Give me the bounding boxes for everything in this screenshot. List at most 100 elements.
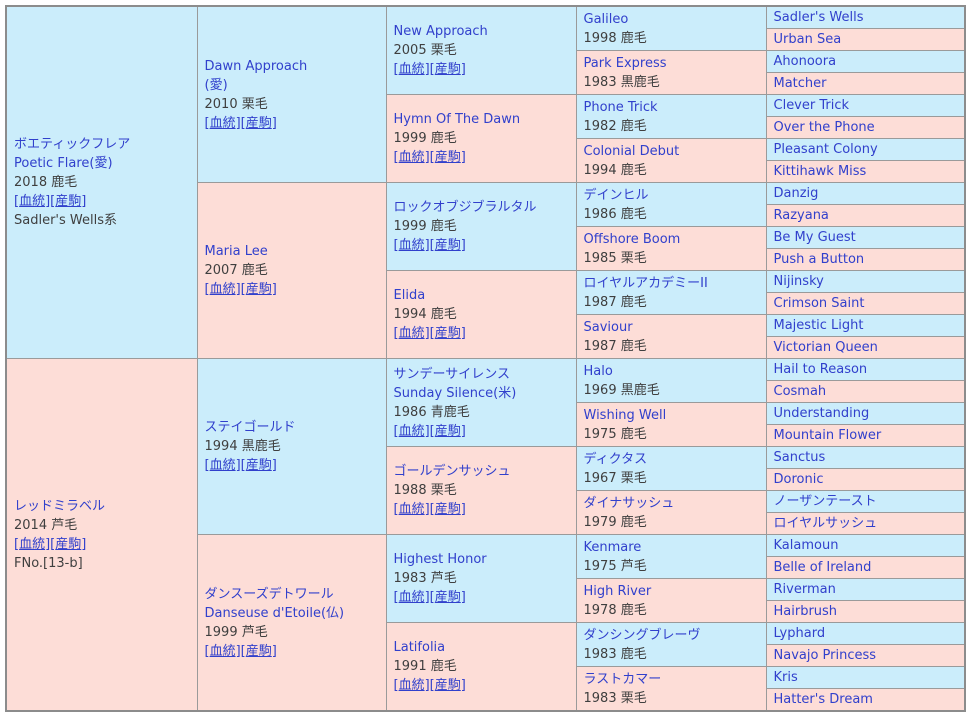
bloodline-link[interactable]: 血統: [398, 590, 425, 605]
horse-name-link[interactable]: Over the Phone: [773, 120, 875, 135]
horse-name-link[interactable]: ステイゴールド: [204, 420, 296, 435]
horse-name-link[interactable]: Crimson Saint: [773, 296, 865, 311]
bloodline-link[interactable]: 血統: [398, 238, 425, 253]
horse-name-link[interactable]: Kris: [773, 670, 798, 685]
horse-name-link[interactable]: ロイヤルサッシュ: [773, 516, 878, 531]
progeny-link[interactable]: 産駒: [434, 150, 461, 165]
horse-name-link[interactable]: Matcher: [773, 76, 827, 91]
progeny-link[interactable]: 産駒: [434, 238, 461, 253]
horse-name-link[interactable]: Kalamoun: [773, 538, 839, 553]
horse-name-link[interactable]: ロイヤルアカデミーII: [583, 275, 708, 291]
horse-name-link[interactable]: Wishing Well: [583, 407, 667, 423]
horse-name-link[interactable]: Maria Lee: [204, 244, 268, 259]
horse-name-link[interactable]: Sanctus: [773, 450, 826, 465]
horse-name-link[interactable]: Majestic Light: [773, 318, 864, 333]
progeny-link[interactable]: 産駒: [245, 282, 272, 297]
horse-name-link[interactable]: Cosmah: [773, 384, 827, 399]
pedigree-cell-g5-12: Nijinsky: [765, 270, 966, 293]
horse-name-link[interactable]: Phone Trick: [583, 99, 658, 115]
horse-name-link[interactable]: ロックオブジブラルタル: [393, 200, 537, 215]
progeny-link[interactable]: 産駒: [245, 643, 272, 659]
horse-name-link[interactable]: Saviour: [583, 319, 633, 335]
horse-name-link[interactable]: Lyphard: [773, 626, 826, 641]
horse-name-link[interactable]: Dawn Approach: [204, 58, 308, 74]
bloodline-link[interactable]: 血統: [398, 678, 425, 693]
horse-name-link[interactable]: Latifolia: [393, 640, 446, 655]
bloodline-link[interactable]: 血統: [209, 643, 236, 659]
horse-name-link[interactable]: Colonial Debut: [583, 143, 680, 159]
horse-name-link[interactable]: ダンシングブレーヴ: [583, 627, 701, 643]
bracket-open: [: [240, 643, 246, 659]
horse-name-link[interactable]: Hail to Reason: [773, 362, 868, 377]
horse-name-link[interactable]: Hatter's Dream: [773, 692, 873, 707]
horse-name-link[interactable]: Danzig: [773, 186, 819, 201]
horse-name-link[interactable]: ゴールデンサッシュ: [393, 464, 511, 479]
horse-name-link[interactable]: Razyana: [773, 208, 829, 223]
progeny-link[interactable]: 産駒: [245, 458, 272, 473]
horse-subname-link[interactable]: (愛): [204, 77, 228, 93]
bloodline-link[interactable]: 血統: [19, 194, 46, 209]
horse-name-link[interactable]: Doronic: [773, 472, 824, 487]
progeny-link[interactable]: 産駒: [245, 115, 272, 131]
bloodline-link[interactable]: 血統: [209, 458, 236, 473]
progeny-link[interactable]: 産駒: [434, 502, 461, 517]
horse-name-link[interactable]: Elida: [393, 288, 426, 303]
horse-name-link[interactable]: Push a Button: [773, 252, 865, 267]
horse-name-link[interactable]: Halo: [583, 363, 613, 379]
horse-name-link[interactable]: Be My Guest: [773, 230, 856, 245]
bracket-close: ]: [424, 590, 430, 605]
horse-name-link[interactable]: ボエティックフレア: [14, 137, 131, 152]
bloodline-link[interactable]: 血統: [398, 150, 425, 165]
horse-subname-link[interactable]: Poetic Flare(愛): [14, 156, 113, 171]
horse-subname-link[interactable]: Sunday Silence(米): [393, 385, 517, 401]
horse-name-link[interactable]: Urban Sea: [773, 32, 842, 47]
horse-name-link[interactable]: Kittihawk Miss: [773, 164, 867, 179]
horse-name-link[interactable]: Park Express: [583, 55, 667, 71]
bloodline-link[interactable]: 血統: [209, 282, 236, 297]
bloodline-link[interactable]: 血統: [398, 326, 425, 341]
horse-name-link[interactable]: Kenmare: [583, 539, 642, 555]
horse-name-link[interactable]: Navajo Princess: [773, 648, 877, 663]
horse-name-link[interactable]: ラストカマー: [583, 671, 662, 687]
cell-link-row: [血統][産駒]: [394, 500, 572, 519]
horse-name-link[interactable]: New Approach: [393, 24, 488, 39]
horse-name-link[interactable]: デインヒル: [583, 187, 649, 203]
horse-name-link[interactable]: Victorian Queen: [773, 340, 878, 355]
horse-name-link[interactable]: Belle of Ireland: [773, 560, 872, 575]
horse-name-link[interactable]: Riverman: [773, 582, 836, 597]
horse-name-link[interactable]: ダイナサッシュ: [583, 495, 675, 511]
horse-name-link[interactable]: Highest Honor: [393, 552, 487, 567]
progeny-link[interactable]: 産駒: [55, 536, 82, 552]
horse-name-link[interactable]: Offshore Boom: [583, 231, 681, 247]
horse-name-link[interactable]: ノーザンテースト: [773, 494, 877, 509]
horse-name-link[interactable]: Mountain Flower: [773, 428, 882, 443]
pedigree-cell-g3-4: サンデーサイレンス Sunday Silence(米) 1986 青鹿毛 [血統][産…: [385, 358, 577, 447]
progeny-link[interactable]: 産駒: [434, 590, 461, 605]
progeny-link[interactable]: 産駒: [434, 423, 461, 439]
bloodline-link[interactable]: 血統: [209, 115, 236, 131]
horse-name-link[interactable]: レッドミラベル: [14, 498, 106, 514]
progeny-link[interactable]: 産駒: [55, 194, 82, 209]
bloodline-link[interactable]: 血統: [19, 536, 46, 552]
bracket-open: [: [240, 282, 246, 297]
horse-name-link[interactable]: Pleasant Colony: [773, 142, 878, 157]
horse-name-link[interactable]: Understanding: [773, 406, 870, 421]
progeny-link[interactable]: 産駒: [434, 62, 461, 77]
horse-name-link[interactable]: Nijinsky: [773, 274, 824, 289]
bloodline-link[interactable]: 血統: [398, 62, 425, 77]
horse-name-link[interactable]: Sadler's Wells: [773, 10, 864, 25]
horse-name-link[interactable]: Hairbrush: [773, 604, 838, 619]
horse-name-link[interactable]: Galileo: [583, 11, 629, 27]
horse-name-link[interactable]: ダンスーズデトワール: [204, 586, 334, 602]
horse-name-link[interactable]: High River: [583, 583, 652, 599]
horse-name-link[interactable]: サンデーサイレンス: [393, 366, 510, 382]
horse-subname-link[interactable]: Danseuse d'Etoile(仏): [204, 605, 345, 621]
progeny-link[interactable]: 産駒: [434, 326, 461, 341]
horse-name-link[interactable]: Hymn Of The Dawn: [393, 112, 521, 127]
bloodline-link[interactable]: 血統: [398, 423, 425, 439]
bloodline-link[interactable]: 血統: [398, 502, 425, 517]
horse-name-link[interactable]: Clever Trick: [773, 98, 850, 113]
horse-name-link[interactable]: ディクタス: [583, 451, 648, 467]
progeny-link[interactable]: 産駒: [434, 678, 461, 693]
horse-name-link[interactable]: Ahonoora: [773, 54, 837, 69]
